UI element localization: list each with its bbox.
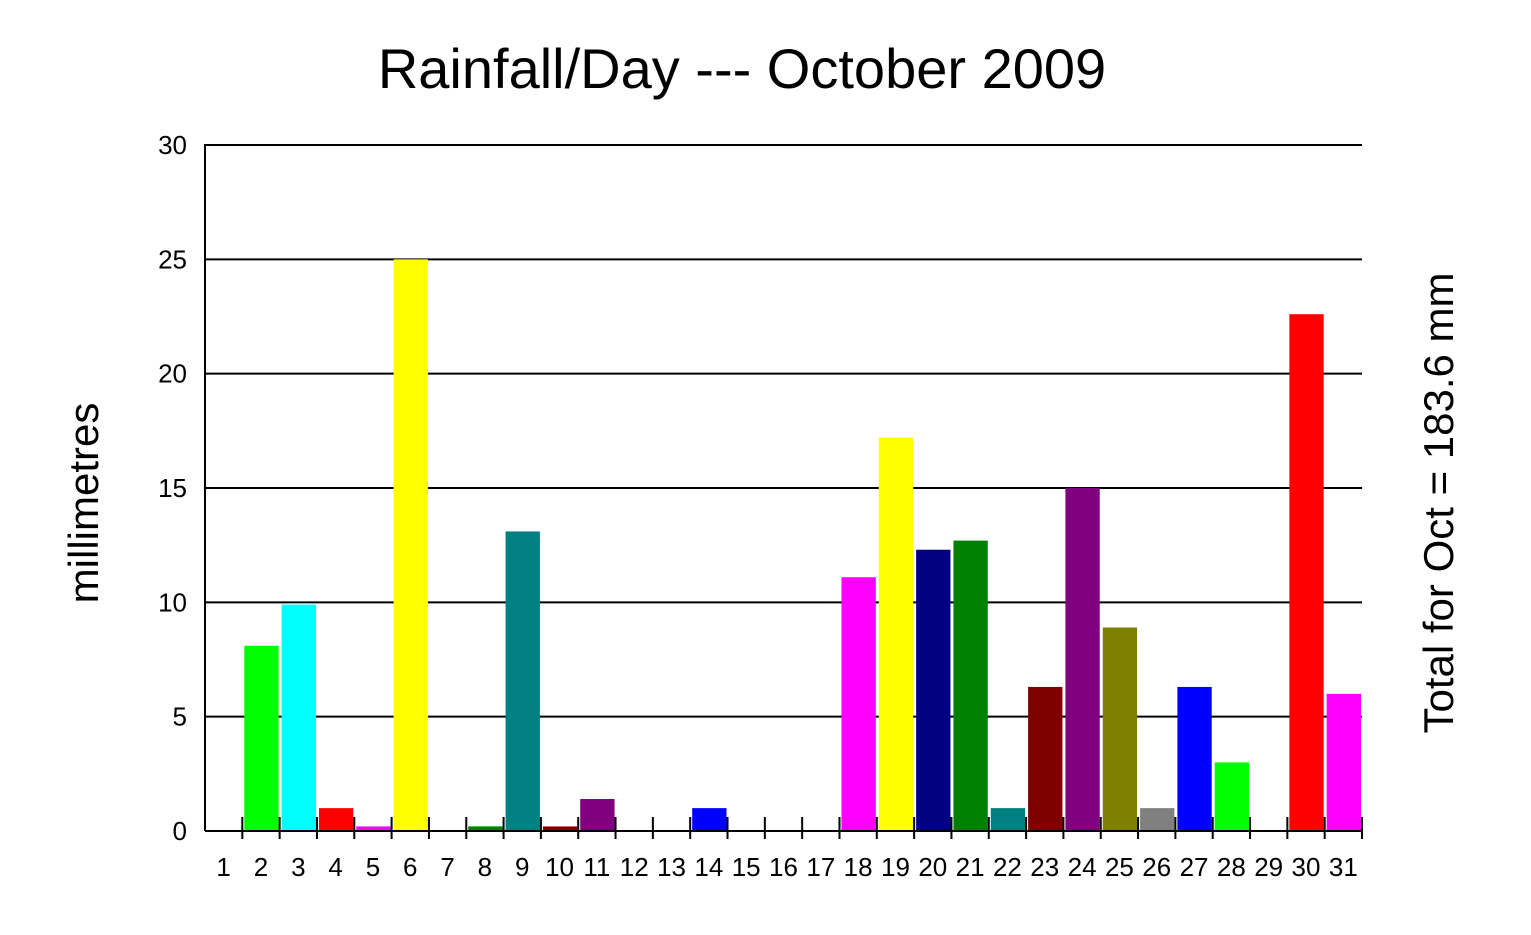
x-tick-label: 30 (1292, 852, 1321, 882)
gridlines (205, 144, 1362, 718)
x-tick-label: 29 (1254, 852, 1283, 882)
x-tick-label: 8 (478, 852, 492, 882)
bar-day-24 (1065, 488, 1100, 831)
x-tick-label: 9 (515, 852, 529, 882)
x-tick-label: 22 (993, 852, 1022, 882)
axes (204, 144, 1363, 839)
x-tick-label: 26 (1142, 852, 1171, 882)
bar-day-25 (1102, 627, 1138, 831)
x-tick-label: 15 (732, 852, 761, 882)
y-tick-label: 5 (173, 702, 187, 732)
bar-day-27 (1177, 686, 1212, 831)
y-tick-labels: 0 5 10 15 20 25 30 (158, 130, 187, 846)
x-tick-label: 21 (956, 852, 985, 882)
x-tick-label: 13 (657, 852, 686, 882)
x-tick-label: 11 (583, 852, 610, 882)
x-tick-label: 3 (291, 852, 305, 882)
y-tick-label: 0 (173, 816, 187, 846)
bar-day-21 (953, 540, 988, 831)
x-tick-label: 18 (844, 852, 873, 882)
x-tick-label: 25 (1105, 852, 1134, 882)
bar-day-18 (841, 577, 876, 831)
bar-day-19 (878, 437, 914, 831)
bars (244, 259, 1361, 831)
chart-title: Rainfall/Day --- October 2009 (378, 37, 1106, 100)
bar-day-28 (1214, 762, 1250, 831)
y-axis-label: millimetres (60, 403, 107, 604)
x-tick-label: 17 (806, 852, 835, 882)
bar-day-10 (542, 826, 578, 831)
x-tick-label: 12 (620, 852, 649, 882)
y-tick-label: 15 (158, 473, 187, 503)
bar-day-4 (318, 808, 354, 831)
x-tick-label: 28 (1217, 852, 1246, 882)
monthly-total-label: Total for Oct = 183.6 mm (1415, 272, 1462, 733)
bar-day-6 (393, 259, 428, 831)
bar-day-23 (1028, 686, 1063, 831)
y-tick-label: 25 (158, 244, 187, 274)
bar-day-2 (244, 645, 279, 831)
x-tick-label: 7 (440, 852, 454, 882)
bar-day-26 (1140, 808, 1175, 831)
y-tick-label: 10 (158, 587, 187, 617)
x-tick-label: 24 (1068, 852, 1097, 882)
bar-day-22 (990, 808, 1026, 831)
bar-day-11 (580, 798, 615, 831)
x-tick-label: 2 (254, 852, 268, 882)
x-tick-label: 4 (328, 852, 342, 882)
x-tick-label: 16 (769, 852, 798, 882)
x-tick-label: 31 (1329, 852, 1358, 882)
x-tick-label: 19 (881, 852, 910, 882)
x-tick-labels: 1 2 3 4 5 6 7 8 9 10 11 12 13 14 15 16 17 18 19 20 21 22 23 24 2… (216, 852, 1357, 882)
bar-day-3 (281, 604, 316, 831)
bar-day-14 (692, 808, 727, 831)
x-tick-label: 10 (545, 852, 574, 882)
y-tick-label: 20 (158, 359, 187, 389)
bar-day-20 (916, 549, 951, 831)
x-tick-label: 20 (918, 852, 947, 882)
bar-day-31 (1326, 693, 1361, 831)
x-tick-label: 1 (216, 852, 230, 882)
x-tick-label: 27 (1180, 852, 1209, 882)
y-tick-label: 30 (158, 130, 187, 160)
x-tick-label: 5 (366, 852, 380, 882)
bar-day-8 (468, 826, 503, 831)
x-tick-label: 23 (1030, 852, 1059, 882)
bar-day-9 (505, 531, 540, 831)
x-tick-label: 6 (403, 852, 417, 882)
x-tick-label: 14 (694, 852, 723, 882)
bar-day-30 (1289, 314, 1324, 831)
bar-day-5 (356, 826, 391, 831)
